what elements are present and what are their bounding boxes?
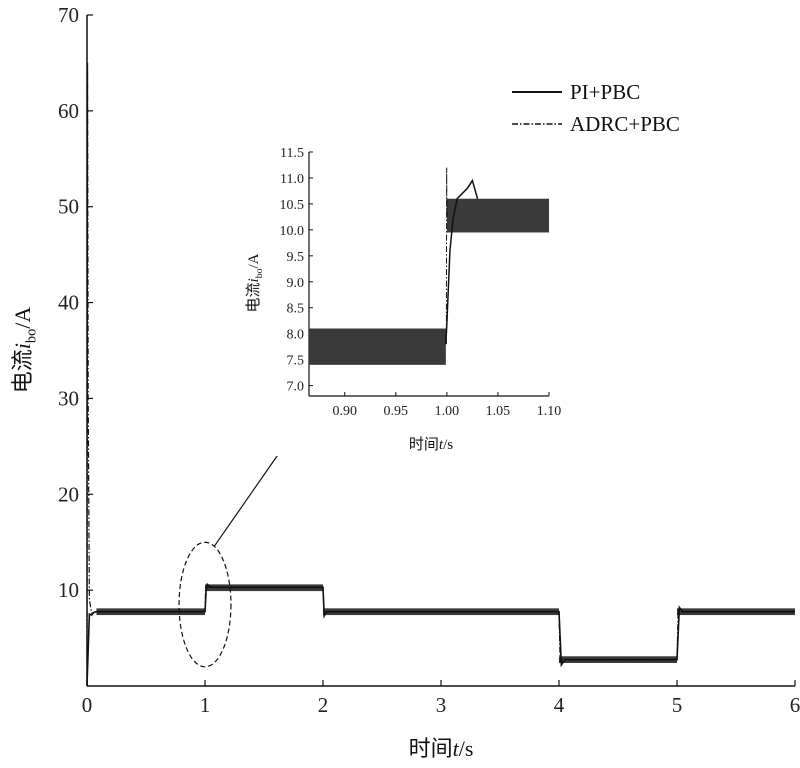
y-axis-title: 电流ibo/A <box>10 307 40 394</box>
inset-x-tick-label-1.05: 1.05 <box>486 404 511 419</box>
inset-y-tick-label-9.0: 9.0 <box>287 276 305 291</box>
inset-y-tick-label-9.5: 9.5 <box>287 250 305 265</box>
inset-series-pi-pbc-line <box>445 178 479 345</box>
legend-label-pi-pbc: PI+PBC <box>570 80 640 104</box>
inset-y-tick-label-10.5: 10.5 <box>280 198 305 213</box>
inset-x-tick-label-0.90: 0.90 <box>332 404 357 419</box>
y-tick-label-50: 50 <box>58 195 79 219</box>
inset-plot: 0.90 0.95 1.00 1.05 1.10 7.0 7.5 8.0 8.5 9.0 9.5 10… <box>244 142 567 456</box>
inset-x-tick-label-1.10: 1.10 <box>537 404 562 419</box>
y-tick-label-70: 70 <box>58 3 79 27</box>
x-axis-title: 时间t/s <box>409 736 474 762</box>
series-adrc-pbc-line <box>86 62 795 687</box>
inset-series-pi-pbc-ripple-band-1 <box>446 198 549 233</box>
inset-series-adrc-pbc-line <box>445 167 448 345</box>
zoom-region-ellipse <box>178 541 232 668</box>
inset-y-tick-label-11.5: 11.5 <box>280 146 304 161</box>
x-tick-label-5: 5 <box>672 693 683 717</box>
x-tick-label-3: 3 <box>436 693 447 717</box>
main-plot: 0 1 2 3 4 5 6 10 20 30 40 50 60 70 时间t/s 电流ibo/A PI+PBC A… <box>10 3 800 762</box>
inset-y-tick-label-10.0: 10.0 <box>280 224 305 239</box>
x-tick-label-2: 2 <box>318 693 329 717</box>
y-tick-label-20: 20 <box>58 482 79 506</box>
inset-background <box>247 142 567 456</box>
inset-x-tick-label-0.95: 0.95 <box>384 404 409 419</box>
x-tick-label-4: 4 <box>554 693 565 717</box>
inset-y-axis-title: 电流ibo/A <box>244 253 265 312</box>
y-tick-label-30: 30 <box>58 386 79 410</box>
y-tick-label-60: 60 <box>58 99 79 123</box>
inset-y-tick-label-8.0: 8.0 <box>287 328 305 343</box>
inset-x-axis-title: 时间t/s <box>409 435 453 453</box>
legend: PI+PBC ADRC+PBC <box>512 80 680 136</box>
inset-y-tick-label-8.5: 8.5 <box>287 302 305 317</box>
inset-y-tick-label-11.0: 11.0 <box>280 172 304 187</box>
x-tick-label-6: 6 <box>790 693 800 717</box>
inset-series-pi-pbc-ripple-band-0 <box>309 328 446 365</box>
y-tick-label-10: 10 <box>58 578 79 602</box>
x-tick-label-1: 1 <box>200 693 211 717</box>
legend-label-adrc-pbc: ADRC+PBC <box>570 112 680 136</box>
y-tick-label-40: 40 <box>58 291 79 315</box>
inset-y-tick-label-7.5: 7.5 <box>287 354 305 369</box>
series-pi-pbc-line <box>86 582 795 687</box>
inset-y-tick-label-7.0: 7.0 <box>287 380 305 395</box>
x-tick-label-0: 0 <box>82 693 93 717</box>
inset-x-tick-label-1.00: 1.00 <box>435 404 460 419</box>
